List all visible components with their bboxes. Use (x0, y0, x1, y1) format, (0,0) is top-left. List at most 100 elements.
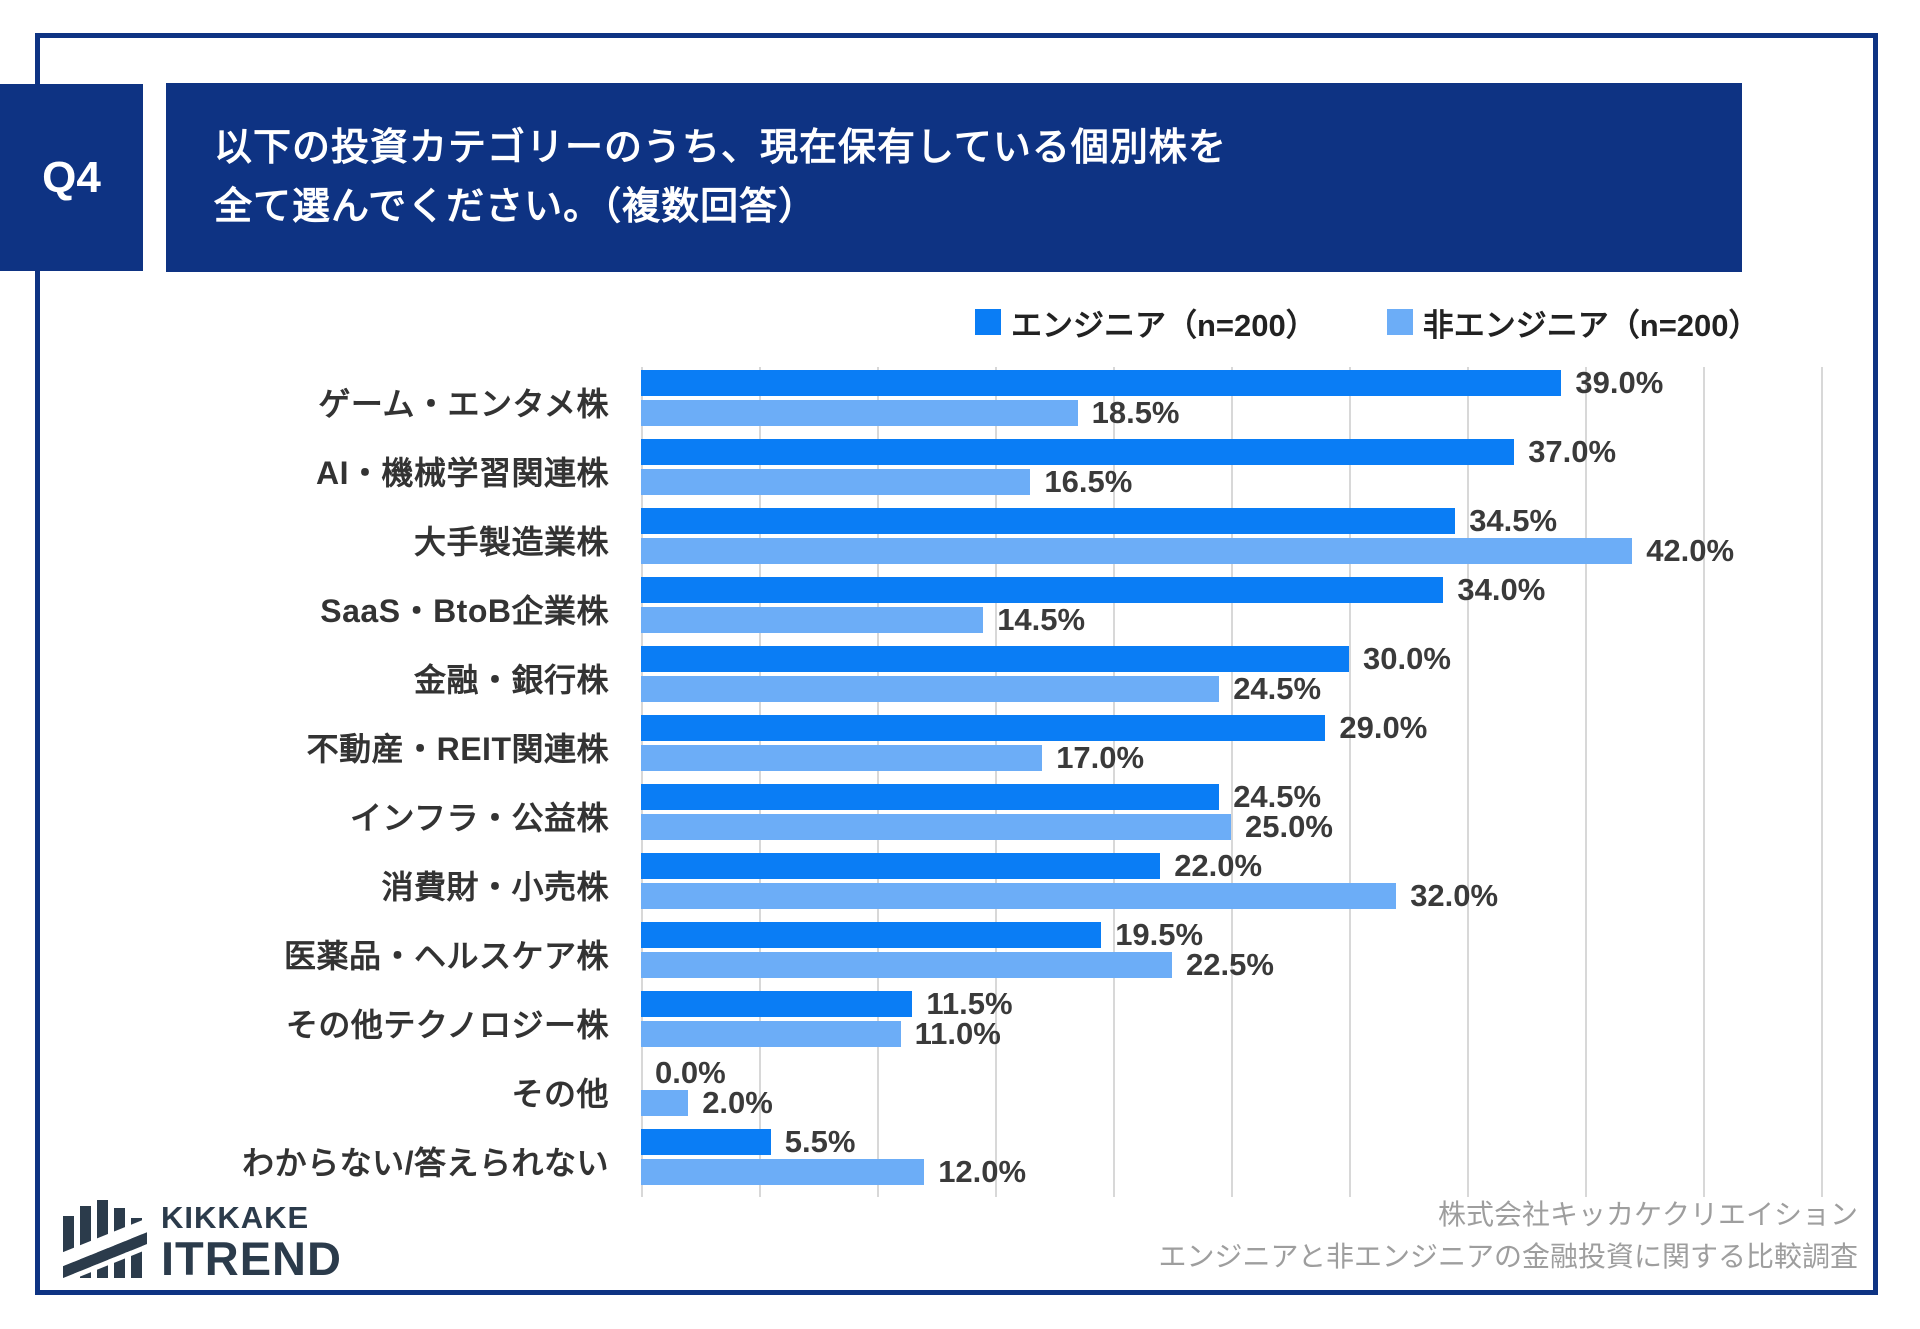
legend-entry-engineer: エンジニア（n=200） (975, 300, 1317, 345)
category-label: 医薬品・ヘルスケア株 (283, 937, 609, 974)
chart-row: 19.5% 22.5% (641, 919, 1823, 988)
value-label-engineer: 39.0% (1575, 365, 1664, 400)
bar-line: 39.0% (641, 365, 1823, 400)
value-label-non-engineer: 14.5% (997, 602, 1086, 637)
question-number: Q4 (42, 152, 101, 202)
bar-non-engineer (641, 814, 1231, 840)
bar-non-engineer (641, 1021, 901, 1047)
bar-line: 22.0% (641, 848, 1823, 883)
category-label: 大手製造業株 (413, 523, 609, 560)
chart-row: 34.5% 42.0% (641, 505, 1823, 574)
value-label-non-engineer: 16.5% (1044, 464, 1133, 499)
bar-chart-plot-area: 39.0% 18.5% 37.0% 16.5% 34.5% 42.0% 34.0% 14.5%… (641, 367, 1823, 1197)
bar-non-engineer (641, 400, 1078, 426)
bar-line: 34.0% (641, 572, 1823, 607)
chart-row: 11.5% 11.0% (641, 988, 1823, 1057)
chart-row: 24.5% 25.0% (641, 781, 1823, 850)
value-label-engineer: 37.0% (1528, 434, 1617, 469)
category-label: AI・機械学習関連株 (315, 454, 609, 491)
logo-word-itrend: ITREND (161, 1231, 342, 1285)
source-attribution: 株式会社キッカケクリエイション エンジニアと非エンジニアの金融投資に関する比較調… (1159, 1194, 1858, 1278)
bar-line: 29.0% (641, 710, 1823, 745)
bar-engineer (641, 370, 1562, 396)
question-title-line-2: 全て選んでください。（複数回答） (214, 185, 818, 228)
value-label-non-engineer: 24.5% (1233, 671, 1322, 706)
bar-engineer (641, 577, 1444, 603)
value-label-non-engineer: 22.5% (1186, 947, 1274, 982)
bar-line: 19.5% (641, 917, 1823, 952)
category-axis: ゲーム・エンタメ株 AI・機械学習関連株大手製造業株 SaaS・BtoB企業株金融・… (60, 367, 609, 1195)
bar-non-engineer (641, 745, 1043, 771)
value-label-engineer: 19.5% (1115, 917, 1204, 952)
bar-line: 24.5% (641, 779, 1823, 814)
value-label-non-engineer: 18.5% (1091, 395, 1180, 430)
logo-bars-icon (49, 1200, 168, 1285)
bar-engineer (641, 1129, 771, 1155)
chart-legend: エンジニア（n=200） 非エンジニア（n=200） (975, 300, 1760, 344)
value-label-non-engineer: 2.0% (702, 1085, 773, 1120)
bar-line: 14.5% (641, 602, 1823, 637)
category-label: わからない/答えられない (242, 1144, 609, 1181)
value-label-engineer: 11.5% (926, 986, 1013, 1021)
chart-row: 22.0% 32.0% (641, 850, 1823, 919)
bar-line: 25.0% (641, 809, 1823, 844)
value-label-engineer: 29.0% (1339, 710, 1428, 745)
value-label-non-engineer: 12.0% (938, 1154, 1027, 1189)
bar-engineer (641, 646, 1349, 672)
bar-engineer (641, 922, 1102, 948)
category-label: その他テクノロジー株 (285, 1006, 609, 1043)
bar-line: 17.0% (641, 740, 1823, 775)
legend-entry-non-engineer: 非エンジニア（n=200） (1386, 300, 1760, 345)
bar-non-engineer (641, 607, 984, 633)
bar-line: 37.0% (641, 434, 1823, 469)
bar-line: 2.0% (641, 1085, 1823, 1120)
bar-line: 16.5% (641, 464, 1823, 499)
bar-non-engineer (641, 883, 1397, 909)
value-label-non-engineer: 11.0% (914, 1016, 1001, 1051)
category-label: その他 (511, 1075, 609, 1112)
source-survey-title: エンジニアと非エンジニアの金融投資に関する比較調査 (1158, 1241, 1858, 1272)
value-label-non-engineer: 25.0% (1245, 809, 1333, 844)
bar-line: 22.5% (641, 947, 1823, 982)
value-label-engineer: 34.5% (1469, 503, 1558, 538)
value-label-engineer: 24.5% (1233, 779, 1322, 814)
bar-line: 11.5% (641, 986, 1823, 1021)
source-company: 株式会社キッカケクリエイション (1437, 1199, 1858, 1230)
category-label: SaaS・BtoB企業株 (320, 592, 609, 629)
value-label-non-engineer: 17.0% (1056, 740, 1145, 775)
bar-non-engineer (641, 676, 1220, 702)
legend-swatch-engineer (975, 309, 1001, 335)
category-label: 不動産・REIT関連株 (306, 730, 609, 767)
legend-swatch-non-engineer (1386, 309, 1413, 335)
bar-line: 18.5% (641, 395, 1823, 430)
legend-label-engineer: エンジニア（n=200） (1011, 307, 1317, 343)
bar-engineer (641, 715, 1326, 741)
bar-engineer (641, 853, 1161, 879)
bar-engineer (641, 508, 1456, 534)
bar-line: 12.0% (641, 1154, 1823, 1189)
kikkake-itrend-logo: KIKKAKE ITREND (49, 1199, 342, 1285)
bar-non-engineer (641, 538, 1633, 564)
category-label: 金融・銀行株 (413, 661, 609, 698)
bar-engineer (641, 439, 1515, 465)
chart-row: 29.0% 17.0% (641, 712, 1823, 781)
bar-non-engineer (641, 1090, 689, 1116)
bar-line: 30.0% (641, 641, 1823, 676)
chart-row: 30.0% 24.5% (641, 643, 1823, 712)
value-label-engineer: 0.0% (655, 1055, 726, 1090)
value-label-engineer: 30.0% (1363, 641, 1451, 676)
legend-label-non-engineer: 非エンジニア（n=200） (1422, 307, 1760, 343)
chart-row: 37.0% 16.5% (641, 436, 1823, 505)
value-label-engineer: 22.0% (1174, 848, 1263, 883)
chart-row: 39.0% 18.5% (641, 367, 1823, 436)
category-label: インフラ・公益株 (349, 799, 609, 836)
value-label-engineer: 34.0% (1457, 572, 1546, 607)
category-label: ゲーム・エンタメ株 (318, 385, 609, 422)
bar-line: 34.5% (641, 503, 1823, 538)
bar-non-engineer (641, 952, 1172, 978)
logo-word-kikkake: KIKKAKE (161, 1199, 310, 1235)
question-number-badge: Q4 (0, 84, 143, 271)
value-label-non-engineer: 32.0% (1410, 878, 1499, 913)
bar-non-engineer (641, 1159, 925, 1185)
category-label: 消費財・小売株 (381, 868, 609, 905)
